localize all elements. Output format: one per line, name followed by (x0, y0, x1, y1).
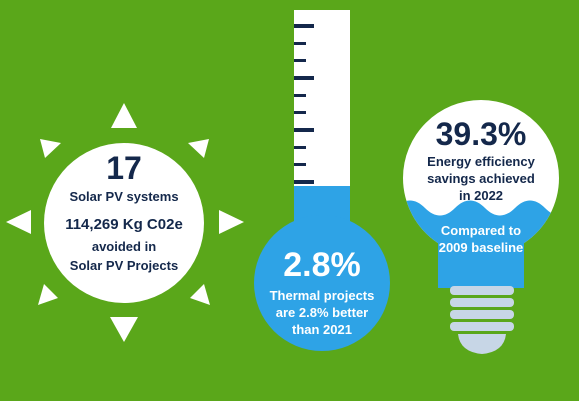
efficiency-line1: Energy efficiency (427, 154, 535, 169)
thermal-percent: 2.8% (283, 246, 361, 284)
solar-co2-line1: avoided in (91, 239, 157, 254)
thermometer-icon (254, 10, 390, 351)
sun-ray-bottom-left (38, 284, 58, 305)
sun-ray-top-right (188, 139, 209, 158)
solar-co2-value: 114,269 Kg C02e (65, 216, 183, 233)
efficiency-line3: in 2022 (458, 188, 504, 203)
sun-disc (44, 143, 204, 303)
thermal-line1: Thermal projects (269, 288, 375, 303)
efficiency-line2: savings achieved (427, 171, 535, 186)
sun-ray-top-left (40, 139, 61, 158)
efficiency-baseline-line2: 2009 baseline (438, 240, 524, 255)
sun-ray-bottom (110, 317, 138, 342)
thermometer-bulb (254, 215, 390, 351)
solar-co2-line2: Solar PV Projects (69, 258, 179, 273)
sun-ray-right (219, 210, 244, 234)
solar-count: 17 (106, 150, 142, 186)
sun-icon (6, 103, 244, 342)
bulb-base (450, 286, 514, 354)
sun-ray-left (6, 210, 31, 234)
efficiency-percent: 39.3% (435, 116, 527, 152)
thermal-line2: are 2.8% better (275, 305, 369, 320)
thermal-line3: than 2021 (292, 322, 352, 337)
efficiency-baseline-line1: Compared to (440, 223, 522, 238)
sun-ray-top (111, 103, 137, 128)
sun-ray-bottom-right (190, 284, 210, 305)
solar-systems-label: Solar PV systems (69, 189, 179, 204)
thermometer-scale (294, 24, 314, 184)
